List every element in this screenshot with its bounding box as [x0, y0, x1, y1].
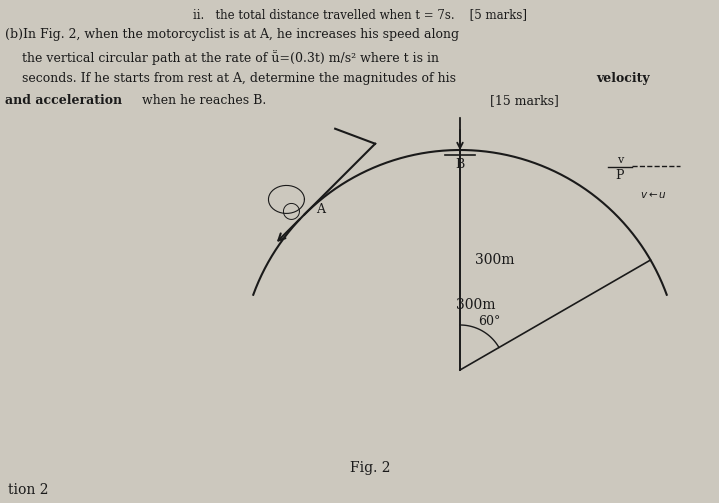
Text: Fig. 2: Fig. 2 — [349, 461, 390, 475]
Text: v: v — [617, 155, 623, 165]
Text: tion 2: tion 2 — [8, 483, 48, 497]
Text: $v \leftarrow u$: $v \leftarrow u$ — [640, 190, 667, 200]
Text: ii.   the total distance travelled when t = 7s.    [5 marks]: ii. the total distance travelled when t … — [193, 8, 527, 21]
Text: B: B — [455, 158, 464, 171]
Text: seconds. If he starts from rest at A, determine the magnitudes of his: seconds. If he starts from rest at A, de… — [22, 72, 460, 85]
Text: when he reaches B.: when he reaches B. — [138, 94, 266, 107]
Text: (b)In Fig. 2, when the motorcyclist is at A, he increases his speed along: (b)In Fig. 2, when the motorcyclist is a… — [5, 28, 459, 41]
Text: and acceleration: and acceleration — [5, 94, 122, 107]
Text: A: A — [316, 203, 326, 216]
Text: velocity: velocity — [596, 72, 650, 85]
Text: 300m: 300m — [475, 253, 515, 267]
Text: the vertical circular path at the rate of ṻ=(0.3t) m/s² where t is in: the vertical circular path at the rate o… — [22, 50, 439, 65]
Text: 300m: 300m — [456, 298, 495, 312]
Text: 60°: 60° — [478, 315, 500, 328]
Text: [15 marks]: [15 marks] — [490, 94, 559, 107]
Text: P: P — [615, 169, 624, 182]
